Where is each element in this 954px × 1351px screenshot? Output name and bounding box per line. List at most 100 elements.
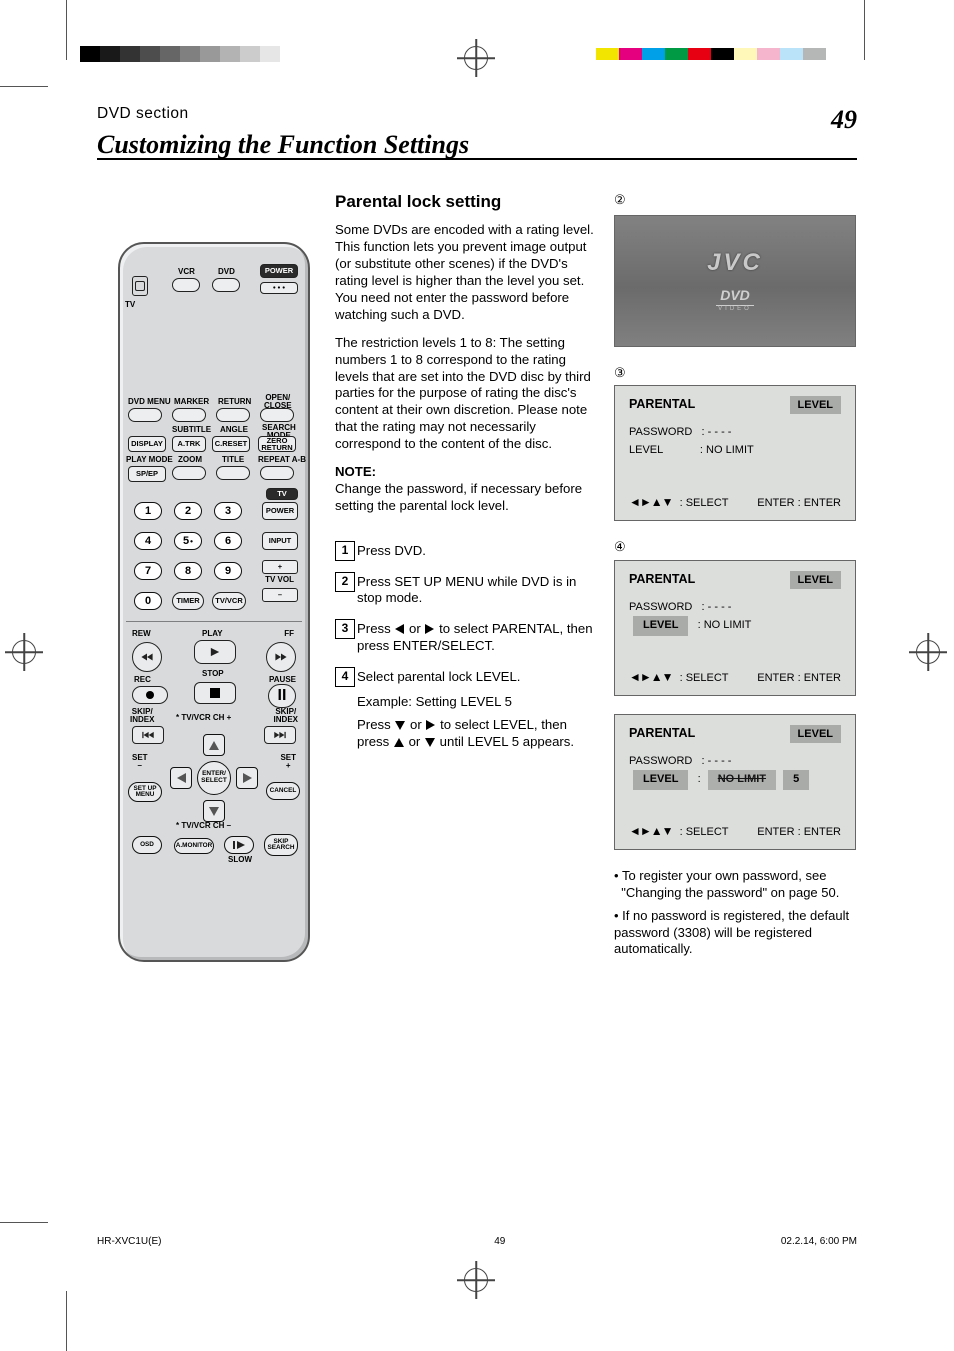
para-2: The restriction levels 1 to 8: The setti…: [335, 335, 600, 453]
footer-file: HR-XVC1U(E): [97, 1236, 161, 1247]
column-middle: Parental lock setting Some DVDs are enco…: [335, 192, 600, 765]
dpad-right[interactable]: [236, 767, 258, 789]
dpad-left[interactable]: [170, 767, 192, 789]
page-number-top: 49: [831, 105, 857, 135]
dvd-menu-button[interactable]: [128, 408, 162, 422]
osd-hint: ENTER : ENTER: [757, 671, 841, 685]
tv-vcr-button[interactable]: TV/VCR: [212, 592, 246, 610]
zero-return-button[interactable]: ZERO RETURN: [258, 436, 296, 452]
step-2: Press SET UP MENU while DVD is in stop m…: [335, 574, 600, 608]
skip-search-button[interactable]: SKIP SEARCH: [264, 834, 298, 856]
cancel-button[interactable]: CANCEL: [266, 782, 300, 800]
tv-screen-logo: JVC DVD VIDEO: [614, 215, 856, 347]
osd-tag: LEVEL: [790, 396, 841, 414]
ref-step3: ③: [614, 365, 856, 382]
num-5[interactable]: 5•: [174, 532, 202, 550]
ff-button[interactable]: [266, 642, 296, 672]
skip-prev-button[interactable]: [132, 726, 164, 744]
repeat-ab-button[interactable]: [260, 466, 294, 480]
dvd-mode-button[interactable]: [212, 278, 240, 292]
num-9[interactable]: 9: [214, 562, 242, 580]
marker-button[interactable]: [172, 408, 206, 422]
osd-2: PARENTAL LEVEL PASSWORD : - - - - LEVEL …: [614, 560, 856, 696]
up-arrow-icon: [394, 738, 404, 747]
open-close-button[interactable]: [260, 408, 294, 422]
header: DVD section 49: [97, 105, 857, 123]
down-arrow-icon: [425, 738, 435, 747]
note-body: Change the password, if necessary before…: [335, 481, 600, 515]
dpad-up[interactable]: [203, 734, 225, 756]
divider: [126, 621, 302, 622]
footer: HR-XVC1U(E) 49 02.2.14, 6:00 PM: [97, 1236, 505, 1247]
reg-mark-left: [12, 640, 36, 664]
creset-button[interactable]: C.RESET: [212, 436, 250, 452]
vcr-mode-button[interactable]: [172, 278, 200, 292]
osd-body: PASSWORD : - - - - LEVEL : NO LIMIT 5: [629, 753, 841, 790]
atrk-button[interactable]: A.TRK: [172, 436, 206, 452]
osd-tag: LEVEL: [790, 725, 841, 743]
column-right: ② JVC DVD VIDEO ③ PARENTAL LEVEL PASSWOR…: [614, 192, 856, 958]
skip-next-button[interactable]: [264, 726, 296, 744]
dpad: ENTER/ SELECT: [172, 736, 256, 820]
crop: [0, 86, 48, 87]
ir-emitter-icon: [132, 276, 148, 296]
step-4: Select parental lock LEVEL. Example: Set…: [335, 669, 600, 751]
num-8[interactable]: 8: [174, 562, 202, 580]
osd-1: PARENTAL LEVEL PASSWORD : - - - - LEVEL …: [614, 385, 856, 521]
step-3: Press or to select PARENTAL, then press …: [335, 621, 600, 655]
return-button[interactable]: [216, 408, 250, 422]
osd-nav: ◄►▲▼ : SELECT: [629, 670, 728, 685]
osd-button[interactable]: OSD: [132, 836, 162, 854]
spep-button[interactable]: SP/EP: [128, 466, 166, 482]
dpad-down[interactable]: [203, 800, 225, 822]
vol-minus-button[interactable]: –: [262, 588, 298, 602]
down-arrow-icon: [395, 721, 405, 730]
step-1: Press DVD.: [335, 543, 600, 560]
setup-menu-button[interactable]: SET UP MENU: [128, 782, 162, 802]
stop-button[interactable]: [194, 682, 236, 704]
crop: [0, 1222, 48, 1223]
input-button[interactable]: INPUT: [262, 532, 298, 550]
title-button[interactable]: [216, 466, 250, 480]
vol-plus-button[interactable]: +: [262, 560, 298, 574]
crop: [66, 0, 67, 60]
rec-button[interactable]: [132, 686, 168, 704]
tv-power-button[interactable]: POWER: [262, 502, 298, 520]
play-button[interactable]: [194, 640, 236, 664]
para-1: Some DVDs are encoded with a rating leve…: [335, 222, 600, 323]
power-indicator: • • •: [260, 282, 298, 294]
num-1[interactable]: 1: [134, 502, 162, 520]
reg-mark-right: [916, 640, 940, 664]
page-title: Customizing the Function Settings: [97, 130, 469, 160]
subhead: Parental lock setting: [335, 192, 600, 212]
power-button[interactable]: POWER: [260, 264, 298, 278]
zoom-button[interactable]: [172, 466, 206, 480]
right-arrow-icon: [425, 624, 434, 634]
slow-button[interactable]: [224, 836, 254, 854]
display-button[interactable]: DISPLAY: [128, 436, 166, 452]
timer-button[interactable]: TIMER: [172, 592, 204, 610]
num-0[interactable]: 0: [134, 592, 162, 610]
tv-label: TV: [266, 488, 298, 500]
osd-tag: LEVEL: [790, 571, 841, 589]
num-2[interactable]: 2: [174, 502, 202, 520]
grayscale-bar: [80, 46, 280, 62]
right-arrow-icon: [426, 720, 435, 730]
header-rule: [97, 158, 857, 160]
num-3[interactable]: 3: [214, 502, 242, 520]
footer-page: 49: [494, 1236, 505, 1247]
dvd-logo-sub: VIDEO: [718, 306, 752, 314]
pause-button[interactable]: II: [268, 684, 296, 708]
num-4[interactable]: 4: [134, 532, 162, 550]
osd-nav: ◄►▲▼ : SELECT: [629, 495, 728, 510]
note-block: NOTE: Change the password, if necessary …: [335, 464, 600, 515]
enter-select-button[interactable]: ENTER/ SELECT: [197, 761, 231, 795]
num-6[interactable]: 6: [214, 532, 242, 550]
rew-button[interactable]: [132, 642, 162, 672]
tail-note-1: • To register your own password, see "Ch…: [614, 868, 856, 902]
osd-3: PARENTAL LEVEL PASSWORD : - - - - LEVEL …: [614, 714, 856, 850]
num-7[interactable]: 7: [134, 562, 162, 580]
amonitor-button[interactable]: A.MONITOR: [174, 838, 214, 854]
reg-mark-bottom: [464, 1268, 488, 1292]
color-bar: [596, 48, 826, 60]
